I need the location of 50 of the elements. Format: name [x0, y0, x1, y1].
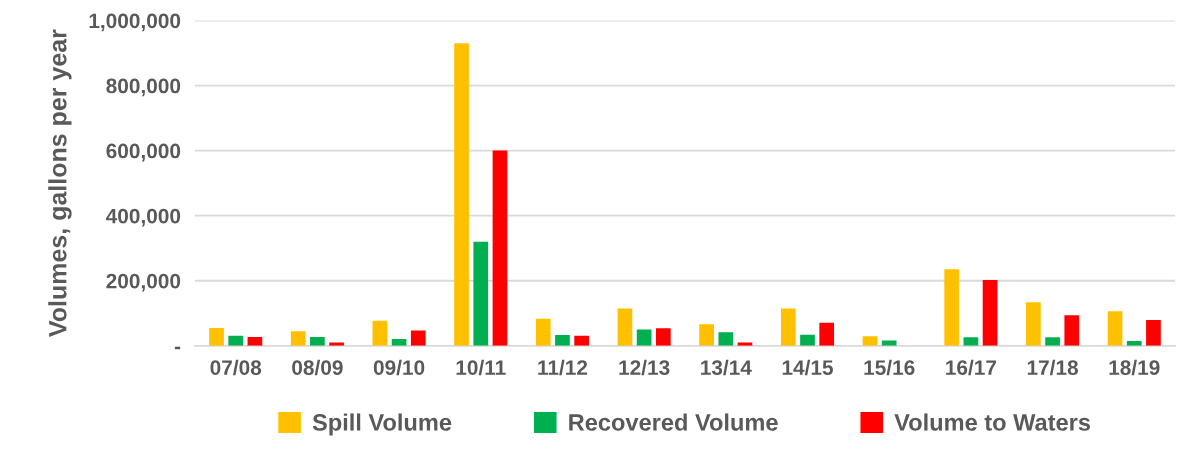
bar — [555, 335, 570, 346]
y-axis-title: Volumes, gallons per year — [48, 29, 72, 337]
x-tick-label: 12/13 — [619, 359, 670, 376]
bar — [1146, 320, 1161, 346]
x-tick-label: 18/19 — [1109, 359, 1160, 376]
bar — [1064, 315, 1080, 346]
x-tick-label: 13/14 — [701, 359, 752, 376]
y-tick-label: 400,000 — [105, 208, 181, 227]
y-tick-label: 200,000 — [106, 273, 181, 292]
legend-label: Spill Volume — [312, 413, 452, 436]
x-tick-label: 14/15 — [782, 359, 833, 376]
bar — [574, 335, 589, 346]
bar — [718, 332, 734, 346]
y-tick-label: 1,000,000 — [89, 13, 181, 32]
y-tick-label: 600,000 — [106, 143, 181, 162]
x-tick-label: 09/10 — [373, 359, 425, 376]
bar — [699, 324, 714, 346]
y-tick-label: - — [174, 346, 181, 350]
bar — [290, 331, 306, 346]
bar — [372, 320, 388, 346]
legend-label: Recovered Volume — [569, 413, 778, 431]
bar — [862, 336, 878, 346]
bar — [800, 334, 815, 346]
bar — [209, 327, 224, 346]
bar — [1107, 311, 1123, 346]
bar — [617, 308, 633, 346]
bar — [780, 308, 796, 346]
bar — [1045, 337, 1060, 346]
x-tick-label: 11/12 — [538, 359, 588, 376]
x-tick-label: 10/11 — [456, 359, 506, 376]
bar — [535, 318, 551, 346]
bar — [228, 335, 244, 346]
bar — [410, 330, 426, 346]
bar — [982, 280, 998, 346]
bar — [963, 337, 979, 346]
bar — [944, 269, 960, 346]
bar — [454, 43, 469, 346]
x-tick-label: 16/17 — [946, 359, 997, 376]
legend-label: Volume to Waters — [894, 413, 1091, 431]
x-tick-label: 07/08 — [210, 359, 262, 376]
y-tick-label: 800,000 — [106, 78, 181, 97]
bar — [655, 328, 671, 346]
x-tick-label: 17/18 — [1027, 359, 1078, 376]
bar — [310, 337, 325, 346]
bar — [819, 322, 835, 346]
x-tick-label: 15/16 — [864, 359, 915, 376]
bar — [473, 241, 489, 346]
bar — [492, 150, 508, 346]
bar — [1026, 302, 1041, 346]
x-tick-label: 08/09 — [292, 359, 343, 376]
